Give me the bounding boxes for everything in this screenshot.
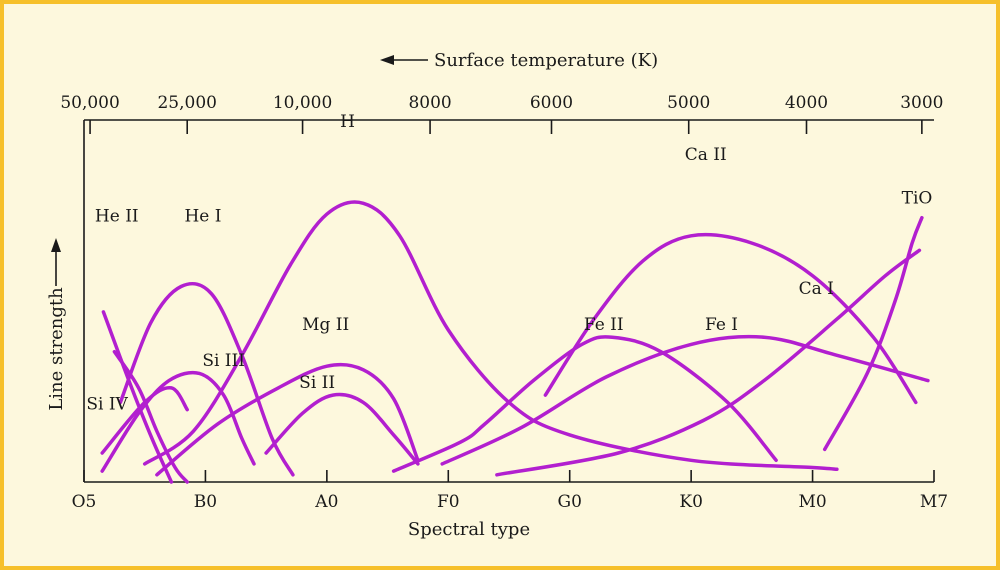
series-labels: He II He I H Si IV Si III Mg II Si II Fe II Ca I… (86, 112, 932, 414)
x-axis-title: Spectral type (408, 519, 530, 540)
x-tick-label: B0 (194, 492, 217, 512)
top-axis-title: Surface temperature (K) (434, 50, 658, 71)
left-arrowhead-icon (380, 55, 394, 65)
x-tick-label: F0 (437, 492, 460, 512)
label-h: H (340, 112, 355, 132)
label-ca-i: Ca I (799, 279, 834, 299)
x-tick-label: M7 (920, 492, 948, 512)
y-axis-title: Line strength (46, 287, 67, 411)
x-tick-label: K0 (679, 492, 703, 512)
top-tick-label: 10,000 (273, 93, 332, 113)
label-si-iv: Si IV (86, 395, 128, 415)
label-si-iii: Si III (202, 351, 245, 371)
x-ticks: O5 B0 A0 F0 G0 K0 M0 M7 (72, 470, 949, 512)
chart-frame: O5 B0 A0 F0 G0 K0 M0 M7 50,000 25,000 10,000 8000 6… (4, 4, 996, 566)
label-he-i: He I (184, 206, 221, 226)
y-axis-title-group: Line strength (46, 238, 67, 411)
top-ticks: 50,000 25,000 10,000 8000 6000 5000 4000 3000 (60, 93, 943, 134)
curves (102, 202, 928, 482)
x-tick-label: G0 (558, 492, 582, 512)
label-he-ii: He II (95, 206, 139, 226)
curve-he-i (120, 284, 293, 475)
top-tick-label: 3000 (900, 93, 943, 113)
label-tio: TiO (902, 188, 933, 208)
x-tick-label: O5 (72, 492, 97, 512)
curve-fe-ii (394, 337, 776, 471)
label-ca-ii: Ca II (685, 145, 727, 165)
top-tick-label: 25,000 (157, 93, 216, 113)
top-tick-label: 8000 (408, 93, 451, 113)
spectral-line-chart: O5 B0 A0 F0 G0 K0 M0 M7 50,000 25,000 10,000 8000 6… (4, 4, 996, 566)
label-si-ii: Si II (299, 373, 335, 393)
label-mg-ii: Mg II (302, 315, 349, 335)
top-tick-label: 50,000 (60, 93, 119, 113)
label-fe-ii: Fe II (584, 315, 624, 335)
x-tick-label: M0 (798, 492, 826, 512)
top-tick-label: 5000 (667, 93, 710, 113)
label-fe-i: Fe I (705, 315, 738, 335)
up-arrowhead-icon (51, 238, 61, 252)
x-tick-label: A0 (314, 492, 338, 512)
curve-tio (825, 218, 922, 450)
top-axis-title-group: Surface temperature (K) (380, 50, 658, 71)
top-tick-label: 4000 (785, 93, 828, 113)
curve-ca-i (497, 250, 920, 474)
top-tick-label: 6000 (530, 93, 573, 113)
